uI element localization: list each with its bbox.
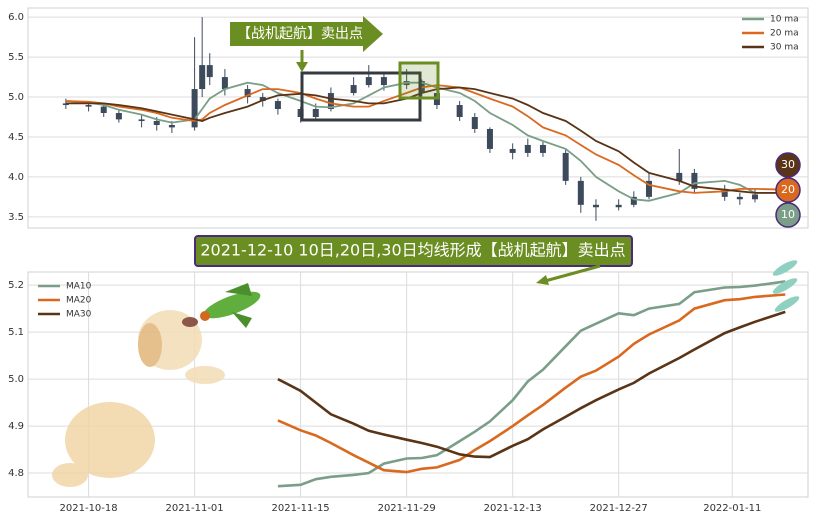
candle-body bbox=[736, 196, 743, 200]
highlight-box bbox=[398, 61, 440, 100]
x-tick-label: 2021-10-18 bbox=[60, 503, 118, 514]
candle-body bbox=[191, 89, 198, 128]
candle-body bbox=[486, 128, 493, 149]
y-tick-label: 4.5 bbox=[8, 132, 24, 143]
x-tick-label: 2022-01-11 bbox=[703, 503, 761, 514]
annotation-pointer bbox=[296, 62, 308, 72]
legend-label: MA10 bbox=[66, 282, 92, 292]
legend-label: 20 ma bbox=[770, 29, 799, 39]
candle-body bbox=[115, 113, 122, 120]
candle-body bbox=[138, 119, 145, 121]
legend-label: MA20 bbox=[66, 296, 92, 306]
y-tick-label: 5.2 bbox=[8, 280, 24, 291]
y-tick-label: 6.0 bbox=[8, 12, 24, 23]
dog-illustration bbox=[52, 310, 225, 487]
candle-body bbox=[562, 152, 569, 181]
end-badge-label: 30 bbox=[781, 158, 795, 171]
candle-body bbox=[577, 180, 584, 205]
candle-body bbox=[751, 194, 758, 200]
candle-body bbox=[327, 93, 334, 110]
candle-body bbox=[380, 77, 387, 86]
candle-body bbox=[509, 148, 516, 153]
candle-body bbox=[274, 101, 281, 110]
candle-body bbox=[221, 77, 228, 90]
marks-layer: 3.5 4.0 4.5 5.0 5.5 6.0 10 ma 20 ma 30 ma 30 20 10 4… bbox=[8, 12, 801, 514]
y-tick-label: 5.0 bbox=[8, 92, 24, 103]
y-tick-label: 5.0 bbox=[8, 374, 24, 385]
annotation: 【战机起航】卖出点 bbox=[237, 26, 363, 42]
x-tick-label: 2021-12-27 bbox=[590, 503, 648, 514]
candle-body bbox=[365, 77, 372, 86]
candle-body bbox=[85, 105, 92, 107]
legend-label: MA30 bbox=[66, 310, 92, 320]
bottom-panel bbox=[27, 271, 809, 498]
x-tick-label: 2021-11-01 bbox=[166, 503, 224, 514]
ma-line bbox=[277, 280, 786, 488]
candle-body bbox=[630, 196, 637, 205]
top-panel bbox=[27, 7, 809, 229]
ma-line bbox=[277, 293, 786, 474]
candle-body bbox=[168, 124, 175, 128]
ma-line bbox=[277, 310, 786, 459]
ma-line bbox=[65, 84, 786, 194]
legend-label: 30 ma bbox=[770, 43, 799, 53]
x-tick-label: 2021-11-15 bbox=[272, 503, 330, 514]
candle-body bbox=[456, 105, 463, 118]
y-tick-label: 4.8 bbox=[8, 468, 24, 479]
annotation-arrow bbox=[230, 16, 383, 52]
plane-illustration bbox=[200, 283, 261, 328]
candle-body bbox=[199, 65, 206, 90]
legend-label: 10 ma bbox=[770, 15, 799, 25]
end-badge bbox=[775, 202, 801, 228]
y-tick-label: 4.9 bbox=[8, 421, 24, 432]
candle-body bbox=[62, 103, 69, 106]
candle-body bbox=[691, 172, 698, 189]
y-tick-label: 5.1 bbox=[8, 327, 24, 338]
candle-body bbox=[244, 89, 251, 98]
end-badge-label: 10 bbox=[781, 208, 795, 221]
banner-pointer bbox=[544, 264, 601, 283]
candle-body bbox=[676, 172, 683, 181]
candle-body bbox=[615, 204, 622, 208]
y-tick-label: 4.0 bbox=[8, 172, 24, 183]
candle-body bbox=[259, 97, 266, 102]
candle-body bbox=[206, 65, 213, 78]
candle-body bbox=[471, 117, 478, 129]
banner bbox=[194, 235, 633, 267]
banner-text: 2021-12-10 10日,20日,30日均线形成【战机起航】卖出点 bbox=[200, 241, 625, 260]
end-badge bbox=[775, 152, 801, 178]
candle-body bbox=[721, 188, 728, 197]
candle-body bbox=[350, 85, 357, 94]
candle-body bbox=[524, 144, 531, 153]
x-tick-label: 2021-12-13 bbox=[484, 503, 542, 514]
y-tick-label: 3.5 bbox=[8, 212, 24, 223]
y-tick-label: 5.5 bbox=[8, 52, 24, 63]
x-tick-label: 2021-11-29 bbox=[378, 503, 436, 514]
candle-body bbox=[153, 120, 160, 125]
candle-body bbox=[539, 144, 546, 153]
candle-body bbox=[592, 204, 599, 208]
end-badge-label: 20 bbox=[781, 183, 795, 196]
candle-body bbox=[100, 106, 107, 114]
candle-body bbox=[645, 180, 652, 197]
candle-body bbox=[312, 109, 319, 118]
end-badge bbox=[775, 177, 801, 203]
banner-pointer bbox=[536, 275, 549, 285]
plane-icons bbox=[772, 260, 800, 312]
